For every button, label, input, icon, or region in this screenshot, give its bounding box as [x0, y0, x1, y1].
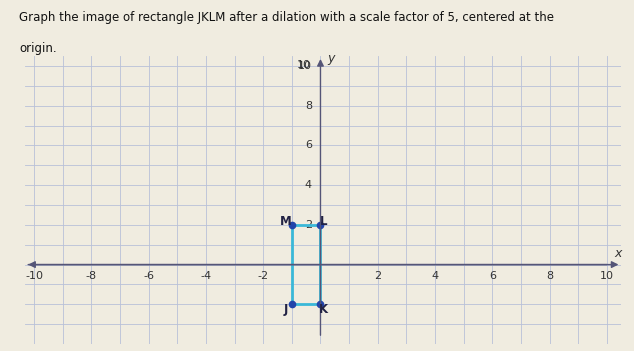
Text: origin.: origin.	[19, 42, 56, 55]
Text: Graph the image of rectangle JKLM after a dilation with a scale factor of 5, cen: Graph the image of rectangle JKLM after …	[19, 11, 554, 24]
Text: -8: -8	[86, 271, 97, 280]
Text: 10: 10	[600, 271, 614, 280]
Text: K: K	[319, 303, 328, 316]
Text: 4: 4	[305, 180, 312, 190]
Text: J: J	[284, 303, 288, 316]
Text: -6: -6	[143, 271, 154, 280]
Text: x: x	[615, 247, 622, 260]
Text: 2: 2	[374, 271, 381, 280]
Text: 2: 2	[305, 220, 312, 230]
Text: 8: 8	[305, 101, 312, 111]
Text: -4: -4	[200, 271, 211, 280]
Text: 8: 8	[546, 271, 553, 280]
Text: L: L	[320, 216, 327, 229]
Text: 6: 6	[305, 140, 312, 151]
Text: -2: -2	[257, 271, 269, 280]
Text: M: M	[280, 216, 292, 229]
Text: 4: 4	[432, 271, 439, 280]
Text: -10: -10	[25, 271, 43, 280]
Text: 6: 6	[489, 271, 496, 280]
Text: y: y	[328, 52, 335, 65]
Text: 10: 10	[298, 61, 312, 71]
Text: 10: 10	[297, 60, 311, 70]
